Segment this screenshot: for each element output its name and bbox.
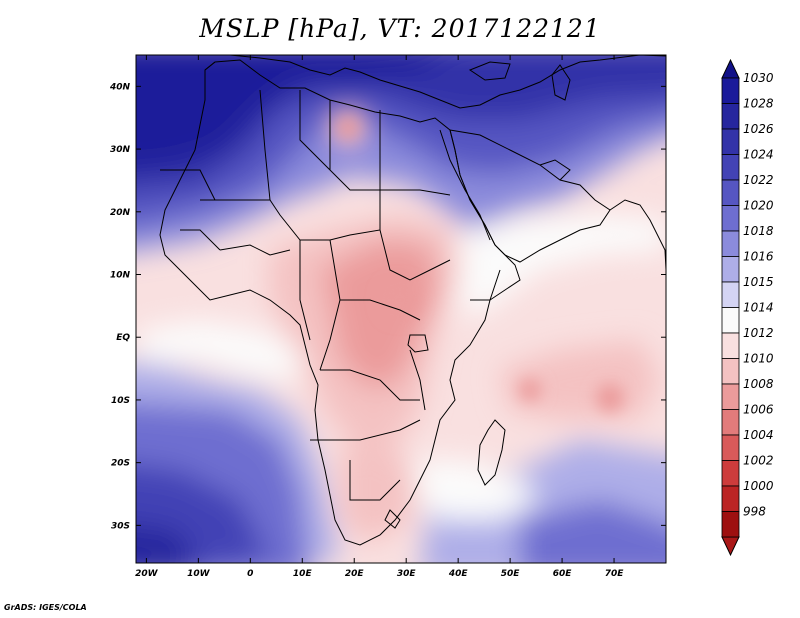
y-axis-ticks: 40N 30N 20N 10N EQ 10S 20S 30S [109,82,666,531]
colorbar-swatch [721,256,740,283]
y-tick-label: 30N [110,145,131,155]
y-tick-label: 20N [110,208,131,218]
colorbar-label: 1000 [743,479,774,493]
x-tick-label: 60E [553,569,573,579]
colorbar-label: 1026 [743,122,774,136]
colorbar-swatch [721,103,740,130]
colorbar-label: 1008 [743,377,774,391]
y-tick-label: 10N [110,271,131,281]
pressure-field [136,55,666,563]
x-tick-label: 20W [135,569,159,579]
colorbar-swatch [721,205,740,232]
colorbar-swatch [721,154,740,181]
y-tick-label: EQ [116,333,130,343]
colorbar-label: 1028 [743,97,774,111]
colorbar-label: 1016 [743,250,774,264]
colorbar-label: 1022 [743,173,774,187]
y-tick-label: 40N [109,82,131,92]
colorbar-bottom-arrow [721,536,740,557]
colorbar-swatch [721,307,740,334]
colorbar-swatch [721,485,740,512]
map-title: MSLP [hPa], VT: 2017122121 [199,14,601,43]
colorbar-swatch [721,434,740,461]
colorbar-swatch [721,511,740,538]
x-tick-label: 70E [605,569,625,579]
colorbar-label: 1024 [743,148,774,162]
colorbar-swatch [721,179,740,206]
colorbar-label: 998 [743,505,766,519]
colorbar-swatch [721,409,740,436]
x-tick-label: 30E [397,569,417,579]
colorbar-top-arrow [721,58,740,79]
coastlines [159,55,666,546]
colorbar-swatch [721,383,740,410]
x-tick-label: 50E [501,569,521,579]
x-tick-label: 10E [293,569,313,579]
colorbar-swatch [721,230,740,257]
colorbar: 1030 1028 1026 1024 1022 1020 1018 1016 1015 1014… [721,58,774,557]
x-tick-label: 20E [345,569,365,579]
colorbar-label: 1018 [743,224,774,238]
colorbar-swatch [721,77,740,104]
colorbar-label: 1010 [743,352,774,366]
y-tick-label: 30S [111,521,130,531]
colorbar-label: 1015 [743,275,774,289]
colorbar-label: 1030 [743,71,774,85]
colorbar-swatch [721,358,740,385]
map-frame [135,54,667,564]
colorbar-swatch [721,460,740,487]
colorbar-swatch [721,332,740,359]
x-tick-label: 40E [448,569,469,579]
colorbar-label: 1004 [743,428,774,442]
colorbar-swatch [721,128,740,155]
y-tick-label: 10S [111,396,130,406]
x-tick-label: 0 [247,569,253,579]
colorbar-label: 1020 [743,199,774,213]
colorbar-label: 1012 [743,326,774,340]
grads-credit: GrADS: IGES/COLA [4,603,87,612]
colorbar-label: 1006 [743,403,774,417]
colorbar-label: 1002 [743,454,774,468]
x-tick-label: 10W [187,569,211,579]
colorbar-label: 1014 [743,301,774,315]
x-axis-ticks: 20W 10W 0 10E 20E 30E 40E 50E 60E 70E [135,55,624,579]
colorbar-swatch [721,281,740,308]
y-tick-label: 20S [111,459,130,469]
